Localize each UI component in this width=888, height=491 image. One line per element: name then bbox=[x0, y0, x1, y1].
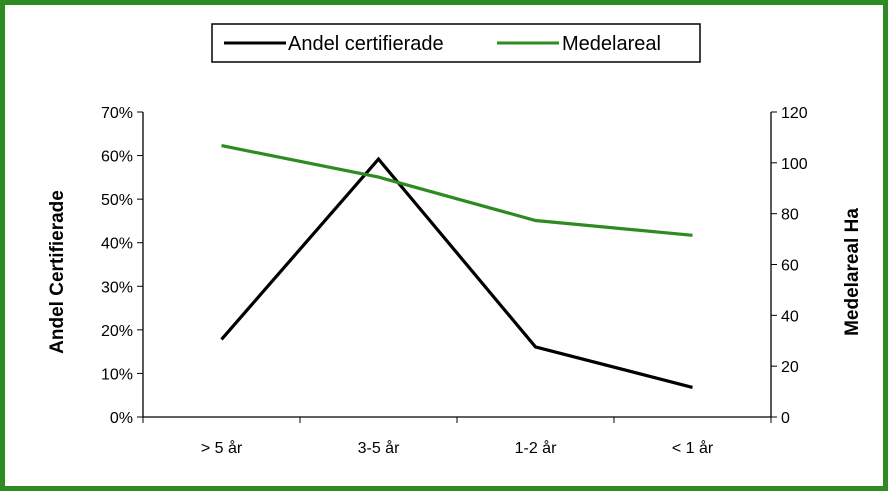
series-line-medelareal bbox=[221, 144, 693, 237]
left-tick-label: 30% bbox=[101, 279, 133, 296]
x-axis-ticks: > 5 år 3-5 år 1-2 år < 1 år bbox=[142, 417, 772, 457]
axes bbox=[142, 112, 772, 418]
left-tick-label: 0% bbox=[110, 410, 133, 427]
left-tick-label: 10% bbox=[101, 366, 133, 383]
left-tick-label: 50% bbox=[101, 192, 133, 209]
series-lines bbox=[220, 144, 693, 389]
series-line-andel-certifierade bbox=[220, 156, 693, 389]
right-tick-label: 100 bbox=[781, 156, 808, 173]
left-tick-label: 40% bbox=[101, 236, 133, 253]
x-tick-label: 3-5 år bbox=[358, 439, 400, 457]
left-tick-label: 60% bbox=[101, 149, 133, 166]
left-tick-label: 20% bbox=[101, 323, 133, 340]
right-axis-title: Medelareal Ha bbox=[842, 208, 863, 336]
left-axis-ticks: 0% 10% 20% 30% 40% 50% 60% 70% bbox=[101, 105, 143, 427]
right-tick-label: 120 bbox=[781, 105, 808, 122]
right-tick-label: 80 bbox=[781, 207, 799, 224]
right-tick-label: 40 bbox=[781, 308, 799, 325]
right-tick-label: 0 bbox=[781, 410, 790, 427]
legend-label-andel-certifierade: Andel certifierade bbox=[288, 33, 444, 55]
right-tick-label: 60 bbox=[781, 258, 799, 275]
legend-box bbox=[211, 23, 701, 63]
left-axis-title: Andel Certifierade bbox=[47, 190, 68, 354]
x-tick-label: > 5 år bbox=[201, 439, 243, 457]
legend-label-medelareal: Medelareal bbox=[562, 33, 661, 55]
right-tick-label: 20 bbox=[781, 359, 799, 376]
legend: Andel certifierade Medelareal bbox=[211, 23, 701, 63]
x-tick-label: 1-2 år bbox=[515, 439, 557, 457]
left-tick-label: 70% bbox=[101, 105, 133, 122]
right-axis-ticks: 0 20 40 60 80 100 120 bbox=[771, 105, 808, 427]
x-tick-label: < 1 år bbox=[672, 439, 714, 457]
